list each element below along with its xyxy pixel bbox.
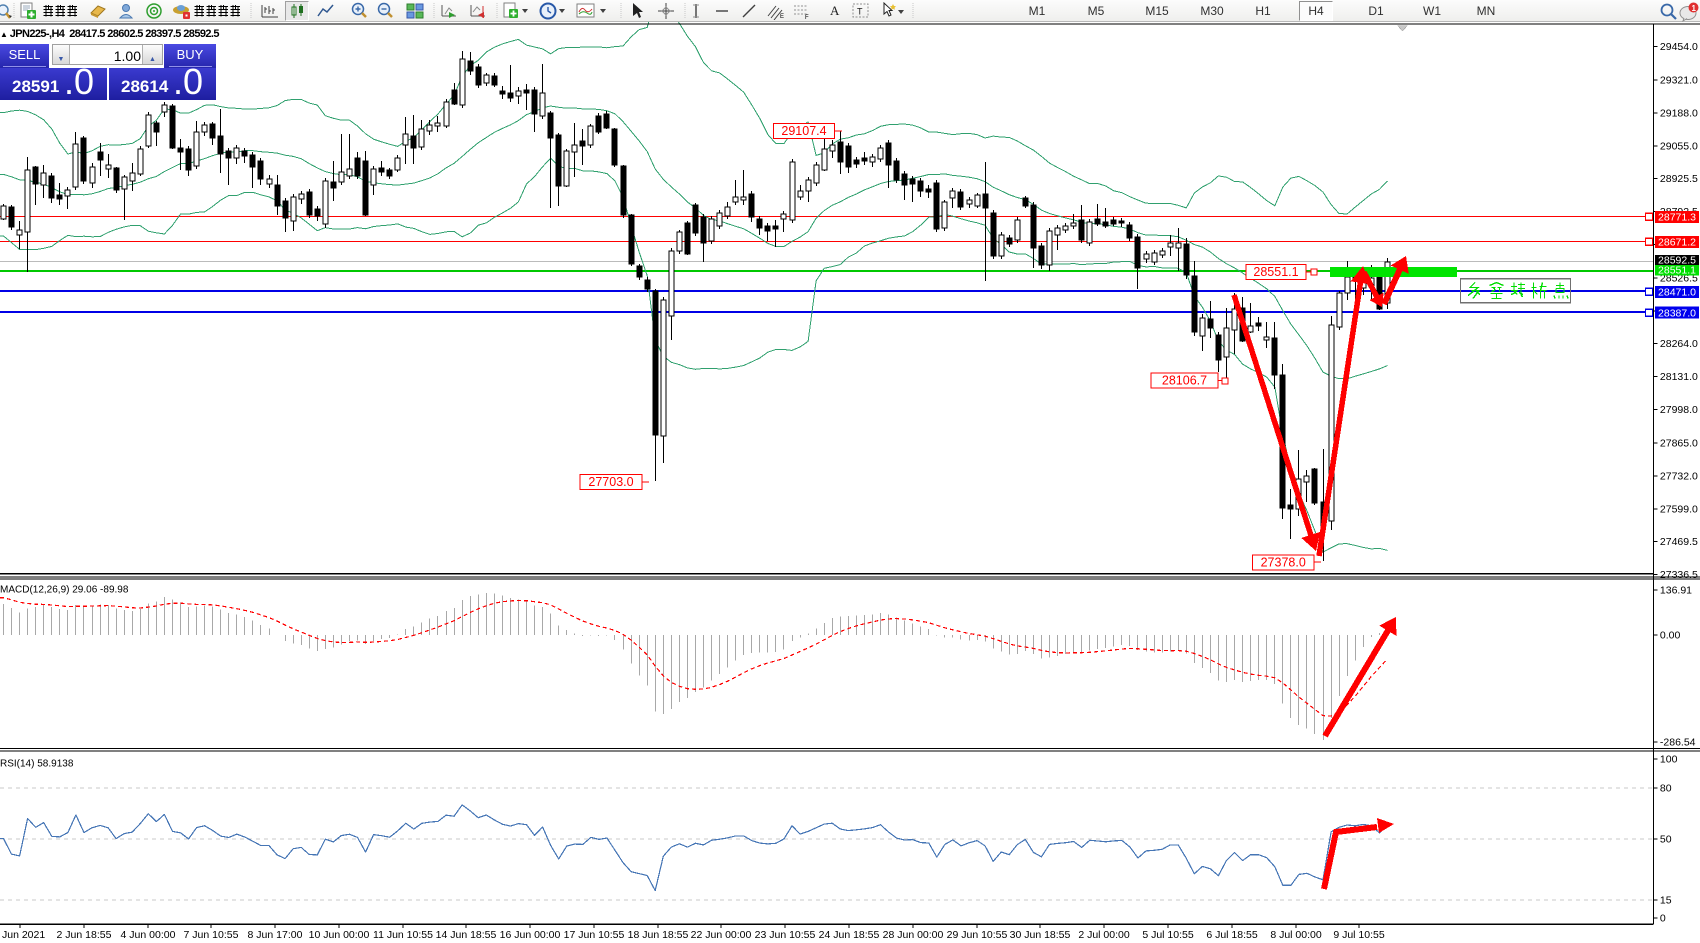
- svg-text:28526.5: 28526.5: [1660, 272, 1698, 284]
- svg-text:10 Jun 00:00: 10 Jun 00:00: [309, 929, 370, 941]
- svg-text:136.91: 136.91: [1660, 585, 1692, 597]
- svg-text:27469.5: 27469.5: [1660, 536, 1698, 548]
- svg-text:7 Jun 10:55: 7 Jun 10:55: [184, 929, 239, 941]
- svg-text:28106.7: 28106.7: [1162, 374, 1207, 388]
- svg-text:27378.0: 27378.0: [1261, 556, 1306, 570]
- svg-text:A: A: [830, 3, 840, 18]
- svg-text:11 Jun 10:55: 11 Jun 10:55: [373, 929, 433, 941]
- svg-text:16 Jun 00:00: 16 Jun 00:00: [500, 929, 561, 941]
- svg-text:T: T: [857, 7, 863, 17]
- svg-text:5 Jul 10:55: 5 Jul 10:55: [1142, 929, 1194, 941]
- svg-text:27336.5: 27336.5: [1660, 569, 1698, 581]
- svg-text:28671.2: 28671.2: [1658, 236, 1696, 248]
- svg-text:28925.5: 28925.5: [1660, 173, 1698, 185]
- svg-text:4 Jun 00:00: 4 Jun 00:00: [121, 929, 176, 941]
- svg-text:28471.0: 28471.0: [1658, 286, 1696, 298]
- svg-text:28771.3: 28771.3: [1658, 212, 1696, 224]
- svg-text:30 Jun 18:55: 30 Jun 18:55: [1010, 929, 1071, 941]
- svg-text:27703.0: 27703.0: [588, 475, 633, 489]
- svg-text:27998.0: 27998.0: [1660, 404, 1698, 416]
- svg-text:28131.0: 28131.0: [1660, 371, 1698, 383]
- svg-text:2 Jun 18:55: 2 Jun 18:55: [57, 929, 112, 941]
- svg-text:18 Jun 18:55: 18 Jun 18:55: [628, 929, 689, 941]
- svg-text:RSI(14) 58.9138: RSI(14) 58.9138: [0, 759, 74, 770]
- svg-text:29454.0: 29454.0: [1660, 41, 1698, 53]
- svg-text:50: 50: [1660, 834, 1672, 846]
- svg-text:F: F: [805, 15, 809, 20]
- svg-text:27599.0: 27599.0: [1660, 504, 1698, 516]
- svg-text:29 Jun 10:55: 29 Jun 10:55: [947, 929, 1008, 941]
- svg-text:28264.0: 28264.0: [1660, 338, 1698, 350]
- svg-text:29321.0: 29321.0: [1660, 74, 1698, 86]
- svg-text:28551.1: 28551.1: [1658, 265, 1696, 277]
- svg-text:28 Jun 00:00: 28 Jun 00:00: [883, 929, 944, 941]
- svg-text:29188.0: 29188.0: [1660, 107, 1698, 119]
- svg-text:28551.1: 28551.1: [1253, 265, 1298, 279]
- svg-text:27732.0: 27732.0: [1660, 471, 1698, 483]
- svg-text:27865.0: 27865.0: [1660, 437, 1698, 449]
- svg-text:8 Jun 17:00: 8 Jun 17:00: [248, 929, 303, 941]
- svg-text:9 Jul 10:55: 9 Jul 10:55: [1333, 929, 1385, 941]
- svg-text:2 Jul 00:00: 2 Jul 00:00: [1078, 929, 1130, 941]
- svg-text:29055.0: 29055.0: [1660, 141, 1698, 153]
- svg-text:15: 15: [1660, 895, 1672, 907]
- svg-text:Jun 2021: Jun 2021: [2, 929, 45, 941]
- svg-text:28592.5: 28592.5: [1658, 255, 1696, 267]
- svg-text:0.00: 0.00: [1660, 630, 1681, 642]
- svg-text:14 Jun 18:55: 14 Jun 18:55: [436, 929, 497, 941]
- svg-text:0: 0: [1660, 913, 1666, 925]
- svg-text:17 Jun 10:55: 17 Jun 10:55: [564, 929, 625, 941]
- svg-text:23 Jun 10:55: 23 Jun 10:55: [755, 929, 816, 941]
- svg-text:24 Jun 18:55: 24 Jun 18:55: [819, 929, 880, 941]
- svg-text:100: 100: [1660, 754, 1678, 766]
- svg-text:29107.4: 29107.4: [781, 124, 826, 138]
- svg-text:28387.0: 28387.0: [1658, 307, 1696, 319]
- svg-text:-286.54: -286.54: [1660, 737, 1696, 749]
- svg-text:22 Jun 00:00: 22 Jun 00:00: [691, 929, 752, 941]
- svg-text:E: E: [780, 14, 784, 20]
- svg-text:1: 1: [1692, 4, 1697, 13]
- svg-text:80: 80: [1660, 783, 1672, 795]
- svg-text:8 Jul 00:00: 8 Jul 00:00: [1270, 929, 1322, 941]
- svg-text:6 Jul 18:55: 6 Jul 18:55: [1206, 929, 1258, 941]
- svg-text:MACD(12,26,9) 29.06 -89.98: MACD(12,26,9) 29.06 -89.98: [0, 585, 129, 596]
